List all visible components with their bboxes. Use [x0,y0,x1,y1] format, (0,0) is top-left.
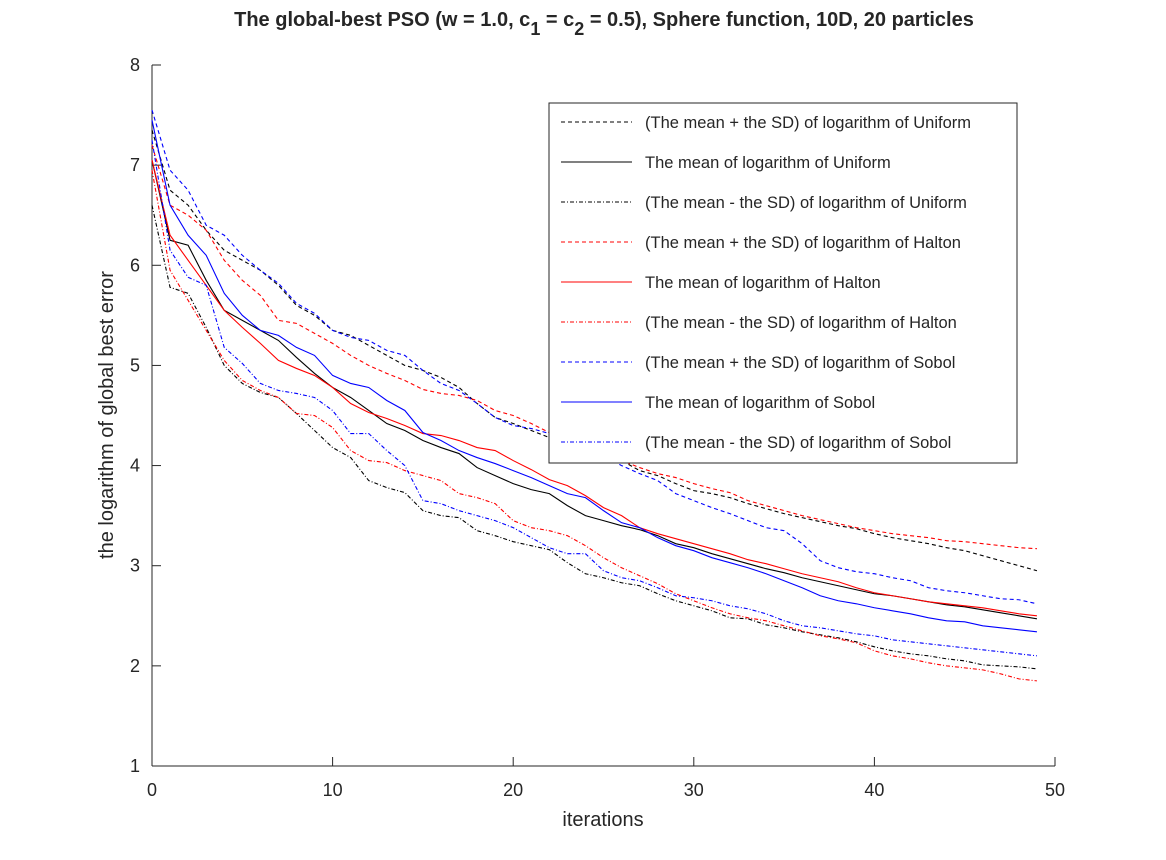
legend-entry-8: The mean of logarithm of Sobol [645,394,875,412]
x-tick-label: 30 [684,780,704,800]
series-line-9 [151,140,1038,657]
legend-entry-1: (The mean + the SD) of logarithm of Unif… [645,114,971,132]
y-tick-label: 1 [130,756,140,776]
chart-title: The global-best PSO (w = 1.0, c1 = c2 = … [234,9,974,39]
chart-title-part-c: = c [540,9,574,31]
x-axis-label: iterations [562,809,643,831]
y-tick-label: 4 [130,456,140,476]
x-tick-label: 50 [1045,780,1065,800]
y-axis-label: the logarithm of global best error [96,271,118,559]
legend-entry-9: (The mean - the SD) of logarithm of Sobo… [645,434,951,452]
chart-title-part-e: = 0.5), Sphere function, 10D, 20 particl… [584,9,974,31]
chart-title-part-a: The global-best PSO (w = 1.0, c [234,9,530,31]
series-line-5 [151,160,1038,617]
chart-title-subscript-1: 1 [530,19,540,39]
y-tick-label: 5 [130,355,140,375]
legend-entry-7: (The mean + the SD) of logarithm of Sobo… [645,354,955,372]
x-tick-label: 0 [147,780,157,800]
legend-entry-6: (The mean - the SD) of logarithm of Halt… [645,314,957,332]
y-tick-label: 8 [130,55,140,75]
y-tick-label: 6 [130,255,140,275]
series-line-1 [151,129,1038,572]
legend-entry-5: The mean of logarithm of Halton [645,274,881,292]
legend-entry-2: The mean of logarithm of Uniform [645,154,891,172]
x-tick-label: 10 [323,780,343,800]
x-tick-label: 20 [503,780,523,800]
axes: 0 10 20 30 40 50 1 2 3 4 5 6 7 8 [130,55,1065,800]
x-tick-label: 40 [864,780,884,800]
series-line-7 [151,109,1038,605]
chart-title-subscript-2: 2 [574,19,584,39]
legend-box [548,102,1018,464]
legend-entry-4: (The mean + the SD) of logarithm of Halt… [645,234,961,252]
y-tick-label: 2 [130,656,140,676]
series-line-3 [151,205,1038,670]
legend: (The mean + the SD) of logarithm of Unif… [548,102,1018,464]
y-tick-label: 3 [130,556,140,576]
y-tick-label: 7 [130,155,140,175]
legend-entry-3: (The mean - the SD) of logarithm of Unif… [645,194,967,212]
series-line-8 [151,119,1038,633]
